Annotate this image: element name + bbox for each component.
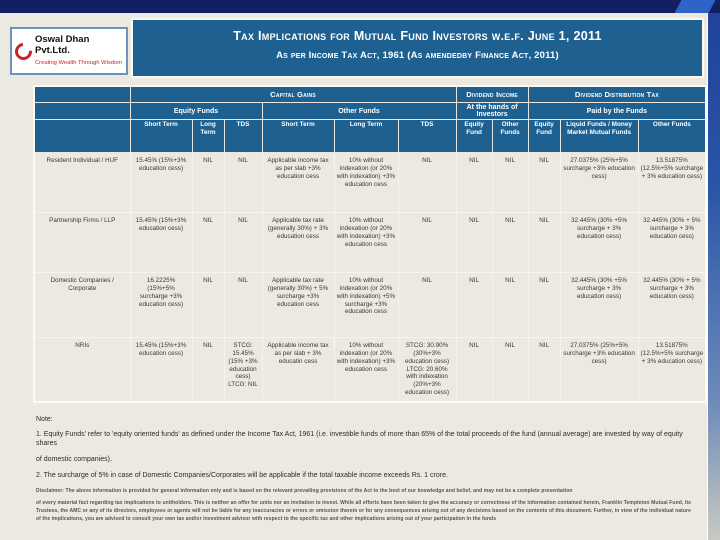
cell: 15.45% (15%+3% education cess) — [129, 337, 193, 403]
blank-header-cell — [33, 102, 131, 120]
cell: 32.445% (30% + 5% surcharge + 3% educati… — [637, 272, 707, 338]
table-column-header-row: Short Term Long Term TDS Short Term Long… — [33, 119, 707, 153]
cell: 10% without indexation (or 20% with inde… — [333, 272, 399, 338]
col-ddt-other-funds: Other Funds — [637, 119, 707, 153]
col-other-tds: TDS — [397, 119, 457, 153]
header-at-hands-of-investors: At the hands of Investors — [455, 102, 529, 120]
blank-header-cell — [33, 119, 131, 153]
table-row: Resident Individual / HUF 15.45% (15%+3%… — [33, 152, 707, 213]
cell: NIL — [223, 212, 263, 273]
cell: NIL — [397, 272, 457, 338]
blank-header-cell — [33, 85, 131, 103]
cell: STCG: 30.90% (30%+3% education cess) LTC… — [397, 337, 457, 403]
cell: 13.51875% (12.5%+5% surcharge + 3% educa… — [637, 152, 707, 213]
row-label-resident-individual: Resident Individual / HUF — [33, 152, 131, 213]
disclaimer-line-2: of every material fact regarding tax imp… — [36, 500, 691, 522]
cell: NIL — [455, 152, 493, 213]
company-tagline: Creating Wealth Through Wisdom — [35, 60, 123, 67]
col-div-equity-fund: Equity Fund — [455, 119, 493, 153]
table-sub-header-row: Equity Funds Other Funds At the hands of… — [33, 102, 707, 120]
cell: 15.45% (15%+3% education cess) — [129, 212, 193, 273]
col-ddt-equity-fund: Equity Fund — [527, 119, 561, 153]
cell: NIL — [191, 272, 225, 338]
table-row: Partnership Firms / LLP 15.45% (15%+3% e… — [33, 212, 707, 273]
row-label-partnership-firms: Partnership Firms / LLP — [33, 212, 131, 273]
cell: 16.2225% (15%+5% surcharge +3% education… — [129, 272, 193, 338]
cell: NIL — [455, 212, 493, 273]
notes-section: Note: 1. Equity Funds' refer to 'equity … — [36, 416, 698, 480]
col-other-long-term: Long Term — [333, 119, 399, 153]
cell: NIL — [527, 337, 561, 403]
company-logo: Oswal Dhan Pvt.Ltd. Creating Wealth Thro… — [10, 27, 128, 75]
row-label-nris: NRIs — [33, 337, 131, 403]
cell: 32.445% (30% +5% surcharge + 3% educatio… — [559, 212, 639, 273]
row-label-domestic-companies: Domestic Companies / Corporate — [33, 272, 131, 338]
slide: Oswal Dhan Pvt.Ltd. Creating Wealth Thro… — [0, 13, 708, 540]
note-1: 1. Equity Funds' refer to 'equity orient… — [36, 431, 683, 448]
cell: 32.445% (30% + 5% surcharge + 3% educati… — [637, 212, 707, 273]
cell: 15.45% (15%+3% education cess) — [129, 152, 193, 213]
cell: 27.0375% (25%+5% surcharge +3% education… — [559, 152, 639, 213]
cell: Applicable income tax as per slab +3% ed… — [261, 152, 335, 213]
title-banner: Tax Implications for Mutual Fund Investo… — [131, 18, 704, 78]
table-row: Domestic Companies / Corporate 16.2225% … — [33, 272, 707, 338]
cell: 10% without indexation (or 20% with inde… — [333, 152, 399, 213]
cell: NIL — [491, 212, 529, 273]
cell: NIL — [527, 212, 561, 273]
header-equity-funds: Equity Funds — [129, 102, 263, 120]
table-group-header-row: Capital Gains Dividend Income Dividend D… — [33, 85, 707, 103]
cell: 10% without indexation (or 20% with inde… — [333, 337, 399, 403]
cell: NIL — [397, 152, 457, 213]
cell: NIL — [527, 272, 561, 338]
col-equity-tds: TDS — [223, 119, 263, 153]
cell: 10% without indexation (or 20% with inde… — [333, 212, 399, 273]
disclaimer-section: Disclaimer: The above information is pro… — [36, 483, 696, 523]
header-dividend-distribution-tax: Dividend Distribution Tax — [527, 85, 707, 103]
cell: Applicable tax rate (generally 30%) + 5%… — [261, 272, 335, 338]
cell: NIL — [191, 212, 225, 273]
header-dividend-income: Dividend Income — [455, 85, 529, 103]
cell: NIL — [491, 272, 529, 338]
disclaimer-line-1: Disclaimer: The above information is pro… — [36, 488, 573, 494]
page-subtitle: As per Income Tax Act, 1961 (As amendedb… — [276, 50, 559, 61]
col-ddt-liquid-funds: Liquid Funds / Money Market Mutual Funds — [559, 119, 639, 153]
cell: NIL — [527, 152, 561, 213]
cell: 13.51875% (12.5%+5% surcharge + 3% educa… — [637, 337, 707, 403]
note-1-continued: of domestic companies). — [36, 456, 112, 464]
cell: Applicable income tax as per slab + 3% e… — [261, 337, 335, 403]
page-title: Tax Implications for Mutual Fund Investo… — [233, 29, 602, 43]
cell: NIL — [455, 272, 493, 338]
cell: 32.445% (30% +5% surcharge + 3% educatio… — [559, 272, 639, 338]
top-banner — [0, 0, 720, 13]
table-row: NRIs 15.45% (15%+3% education cess) NIL … — [33, 337, 707, 403]
company-name: Oswal Dhan Pvt.Ltd. — [35, 34, 90, 57]
cell: 27.0375% (25%+5% surcharge +3% education… — [559, 337, 639, 403]
banner-accent-shape — [674, 0, 716, 13]
cell: NIL — [455, 337, 493, 403]
oswal-dhan-logo-icon — [11, 39, 36, 63]
cell: NIL — [191, 152, 225, 213]
cell: STCG: 15.45% (15% +3% education cess) LT… — [223, 337, 263, 403]
col-other-short-term: Short Term — [261, 119, 335, 153]
header-other-funds: Other Funds — [261, 102, 457, 120]
header-paid-by-funds: Paid by the Funds — [527, 102, 707, 120]
cell: NIL — [223, 152, 263, 213]
note-heading: Note: — [36, 416, 53, 423]
tax-table: Capital Gains Dividend Income Dividend D… — [33, 85, 708, 404]
header-capital-gains: Capital Gains — [129, 85, 457, 103]
cell: NIL — [397, 212, 457, 273]
col-equity-short-term: Short Term — [129, 119, 193, 153]
cell: NIL — [223, 272, 263, 338]
col-div-other-funds: Other Funds — [491, 119, 529, 153]
cell: NIL — [491, 337, 529, 403]
note-2: 2. The surcharge of 5% in case of Domest… — [36, 472, 448, 480]
col-equity-long-term: Long Term — [191, 119, 225, 153]
cell: NIL — [491, 152, 529, 213]
cell: NIL — [191, 337, 225, 403]
cell: Applicable tax rate (generally 30%) + 3%… — [261, 212, 335, 273]
